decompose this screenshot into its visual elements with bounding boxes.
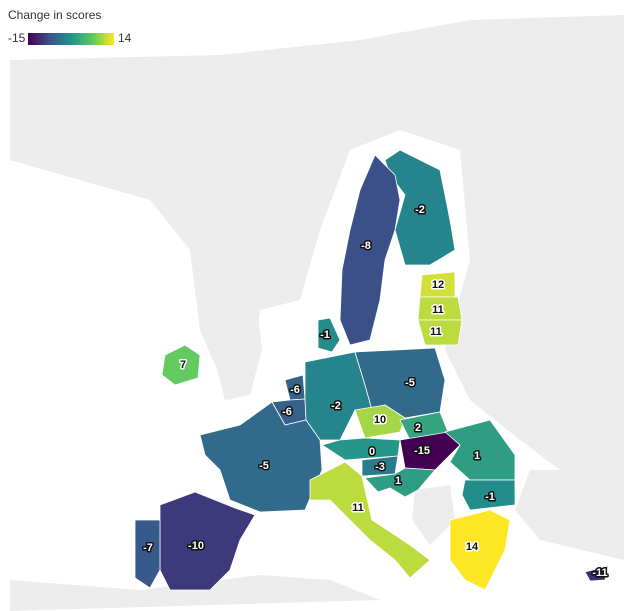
region-label: -5: [259, 460, 269, 472]
region-label: -8: [361, 240, 371, 252]
region: [161, 344, 201, 386]
region-label: 10: [374, 414, 386, 426]
region: [199, 401, 323, 513]
region-label: -15: [414, 445, 430, 457]
region-label: 2: [415, 422, 421, 434]
region-label: -1: [485, 491, 495, 503]
region-label: -2: [415, 204, 425, 216]
region: [339, 154, 401, 346]
region-label: -7: [143, 542, 153, 554]
legend-bar: [28, 33, 114, 45]
region-label: -2: [331, 400, 341, 412]
region-label: -10: [188, 540, 204, 552]
region-label: 14: [466, 541, 479, 553]
region: [461, 479, 516, 511]
region-label: 1: [474, 450, 480, 462]
background-land: [10, 15, 624, 611]
region: [317, 317, 341, 353]
region-label: 1: [395, 475, 401, 487]
region: [309, 461, 431, 579]
region-label: 11: [432, 304, 444, 316]
region: [384, 149, 456, 266]
region: [134, 519, 161, 589]
region-label: -6: [282, 406, 292, 418]
region: [417, 319, 463, 346]
region-label: -6: [290, 384, 300, 396]
regions: [134, 149, 609, 591]
region-label: 7: [180, 359, 186, 371]
region: [449, 509, 511, 591]
region-label: 12: [432, 279, 444, 291]
region: [364, 467, 436, 498]
legend-title: Change in scores: [8, 8, 101, 22]
region-label: -5: [405, 377, 415, 389]
region-label: 11: [430, 326, 442, 338]
region: [159, 491, 256, 591]
legend-min: -15: [8, 31, 26, 45]
region-label: -1: [320, 329, 330, 341]
region-label: -11: [592, 567, 607, 579]
region: [321, 437, 401, 461]
region-label: -3: [375, 461, 385, 473]
region-label: 0: [369, 446, 375, 458]
region: [399, 431, 461, 471]
region: [584, 565, 609, 582]
legend-max: 14: [118, 31, 132, 45]
region-label: 11: [352, 502, 364, 514]
